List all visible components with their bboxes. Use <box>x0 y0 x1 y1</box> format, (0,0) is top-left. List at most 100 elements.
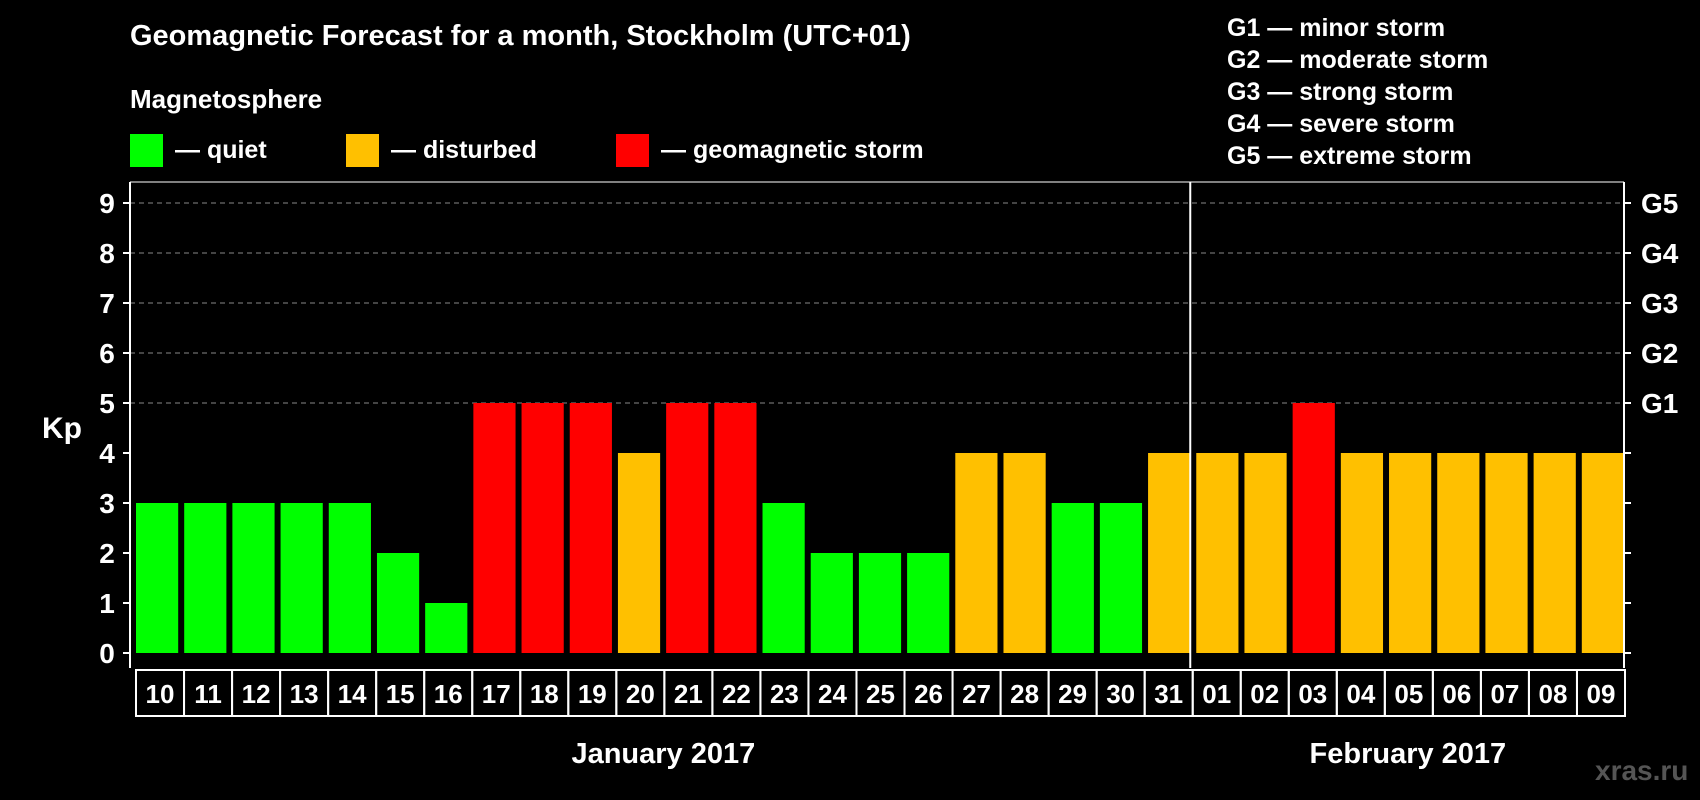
y-tick-label-9: 9 <box>99 188 115 219</box>
date-label-24-14: 24 <box>818 679 847 709</box>
date-label-01-22: 01 <box>1202 679 1231 709</box>
date-label-22-12: 22 <box>722 679 751 709</box>
date-label-11-1: 11 <box>194 679 222 709</box>
bar-09 <box>1581 453 1624 653</box>
storm-level-g5: G5 — extreme storm <box>1227 142 1472 170</box>
storm-level-list: G1 — minor storm G2 — moderate storm G3 … <box>1227 12 1488 172</box>
date-label-23-13: 23 <box>770 679 799 709</box>
legend-disturbed: — disturbed <box>346 133 537 167</box>
storm-level-g3: G3 — strong storm <box>1227 78 1454 106</box>
magnetosphere-heading: Magnetosphere <box>130 84 323 114</box>
date-label-18-8: 18 <box>530 679 559 709</box>
bar-07 <box>1485 453 1528 653</box>
y-axis-title: Kp <box>42 412 82 445</box>
right-axis-label-G3: G3 <box>1641 288 1678 319</box>
storm-level-g4: G4 — severe storm <box>1227 110 1455 138</box>
legend-storm: — geomagnetic storm <box>616 133 924 167</box>
bar-27 <box>955 453 998 653</box>
bar-22 <box>714 403 757 653</box>
y-tick-label-1: 1 <box>99 588 115 619</box>
right-axis-label-G1: G1 <box>1641 388 1678 419</box>
y-tick-label-7: 7 <box>99 288 115 319</box>
bar-20 <box>617 453 661 653</box>
bar-31 <box>1148 453 1191 653</box>
date-label-29-19: 29 <box>1058 679 1087 709</box>
legend-storm-swatch <box>616 133 649 167</box>
bar-21 <box>666 403 709 653</box>
bar-30 <box>1099 503 1143 653</box>
y-tick-label-0: 0 <box>99 638 115 669</box>
right-axis-label-G4: G4 <box>1641 238 1679 269</box>
legend-disturbed-swatch <box>346 133 379 167</box>
bar-10 <box>136 503 179 653</box>
date-cell-09-30 <box>1575 669 1627 717</box>
watermark: xras.ru <box>1595 755 1689 786</box>
date-label-13-3: 13 <box>290 679 319 709</box>
date-label-05-26: 05 <box>1394 679 1423 709</box>
y-tick-label-2: 2 <box>99 538 115 569</box>
bar-14 <box>328 503 371 653</box>
bar-24 <box>810 553 853 653</box>
month-label-0: January 2017 <box>571 738 755 770</box>
legend-storm-label: — geomagnetic storm <box>661 135 924 164</box>
date-label-21-11: 21 <box>674 679 703 709</box>
date-label-28-18: 28 <box>1010 679 1039 709</box>
date-label-15-5: 15 <box>386 679 415 709</box>
date-label-25-15: 25 <box>866 679 895 709</box>
date-label-09-30: 09 <box>1587 679 1616 709</box>
date-label-12-2: 12 <box>242 679 271 709</box>
bar-08 <box>1533 453 1576 653</box>
bar-19 <box>569 403 612 653</box>
date-label-07-28: 07 <box>1490 679 1519 709</box>
bar-25 <box>858 553 902 653</box>
bar-26 <box>907 553 950 653</box>
bar-29 <box>1051 503 1094 653</box>
date-label-19-9: 19 <box>578 679 607 709</box>
storm-level-g2: G2 — moderate storm <box>1227 46 1489 74</box>
bar-03 <box>1292 403 1335 653</box>
date-label-03-24: 03 <box>1298 679 1327 709</box>
chart-title: Geomagnetic Forecast for a month, Stockh… <box>130 20 911 52</box>
bar-12 <box>232 503 275 653</box>
bar-28 <box>1003 453 1046 653</box>
date-label-27-17: 27 <box>962 679 991 709</box>
legend-disturbed-label: — disturbed <box>391 135 537 164</box>
bar-06 <box>1437 453 1480 653</box>
right-axis-label-G5: G5 <box>1641 188 1678 219</box>
right-axis-label-G2: G2 <box>1641 338 1678 369</box>
date-label-31-21: 31 <box>1154 679 1183 709</box>
date-label-26-16: 26 <box>914 679 943 709</box>
storm-level-g1: G1 — minor storm <box>1227 14 1446 42</box>
bar-04 <box>1340 453 1384 653</box>
bar-11 <box>184 503 227 653</box>
bar-13 <box>280 503 323 653</box>
y-tick-label-3: 3 <box>99 488 115 519</box>
legend-quiet-swatch <box>130 133 163 167</box>
date-label-02-23: 02 <box>1250 679 1279 709</box>
date-label-04-25: 04 <box>1346 679 1375 709</box>
date-label-10-0: 10 <box>146 679 175 709</box>
bar-16 <box>425 603 468 653</box>
y-tick-label-5: 5 <box>99 388 115 419</box>
date-label-30-20: 30 <box>1106 679 1135 709</box>
legend-quiet: — quiet <box>130 133 267 167</box>
date-label-20-10: 20 <box>626 679 655 709</box>
bar-01 <box>1196 453 1239 653</box>
date-label-14-4: 14 <box>338 679 367 709</box>
legend-quiet-label: — quiet <box>175 135 267 164</box>
y-tick-label-6: 6 <box>99 338 115 369</box>
bar-23 <box>762 503 805 653</box>
bar-18 <box>521 403 564 653</box>
y-tick-label-8: 8 <box>99 238 115 269</box>
date-label-06-27: 06 <box>1442 679 1471 709</box>
y-tick-label-4: 4 <box>99 438 115 469</box>
month-label-1: February 2017 <box>1310 738 1507 770</box>
date-label-16-6: 16 <box>434 679 463 709</box>
bar-05 <box>1389 453 1432 653</box>
bar-02 <box>1244 453 1287 653</box>
bar-17 <box>473 403 516 653</box>
date-label-17-7: 17 <box>482 679 511 709</box>
bar-15 <box>376 553 420 653</box>
date-label-08-29: 08 <box>1538 679 1567 709</box>
